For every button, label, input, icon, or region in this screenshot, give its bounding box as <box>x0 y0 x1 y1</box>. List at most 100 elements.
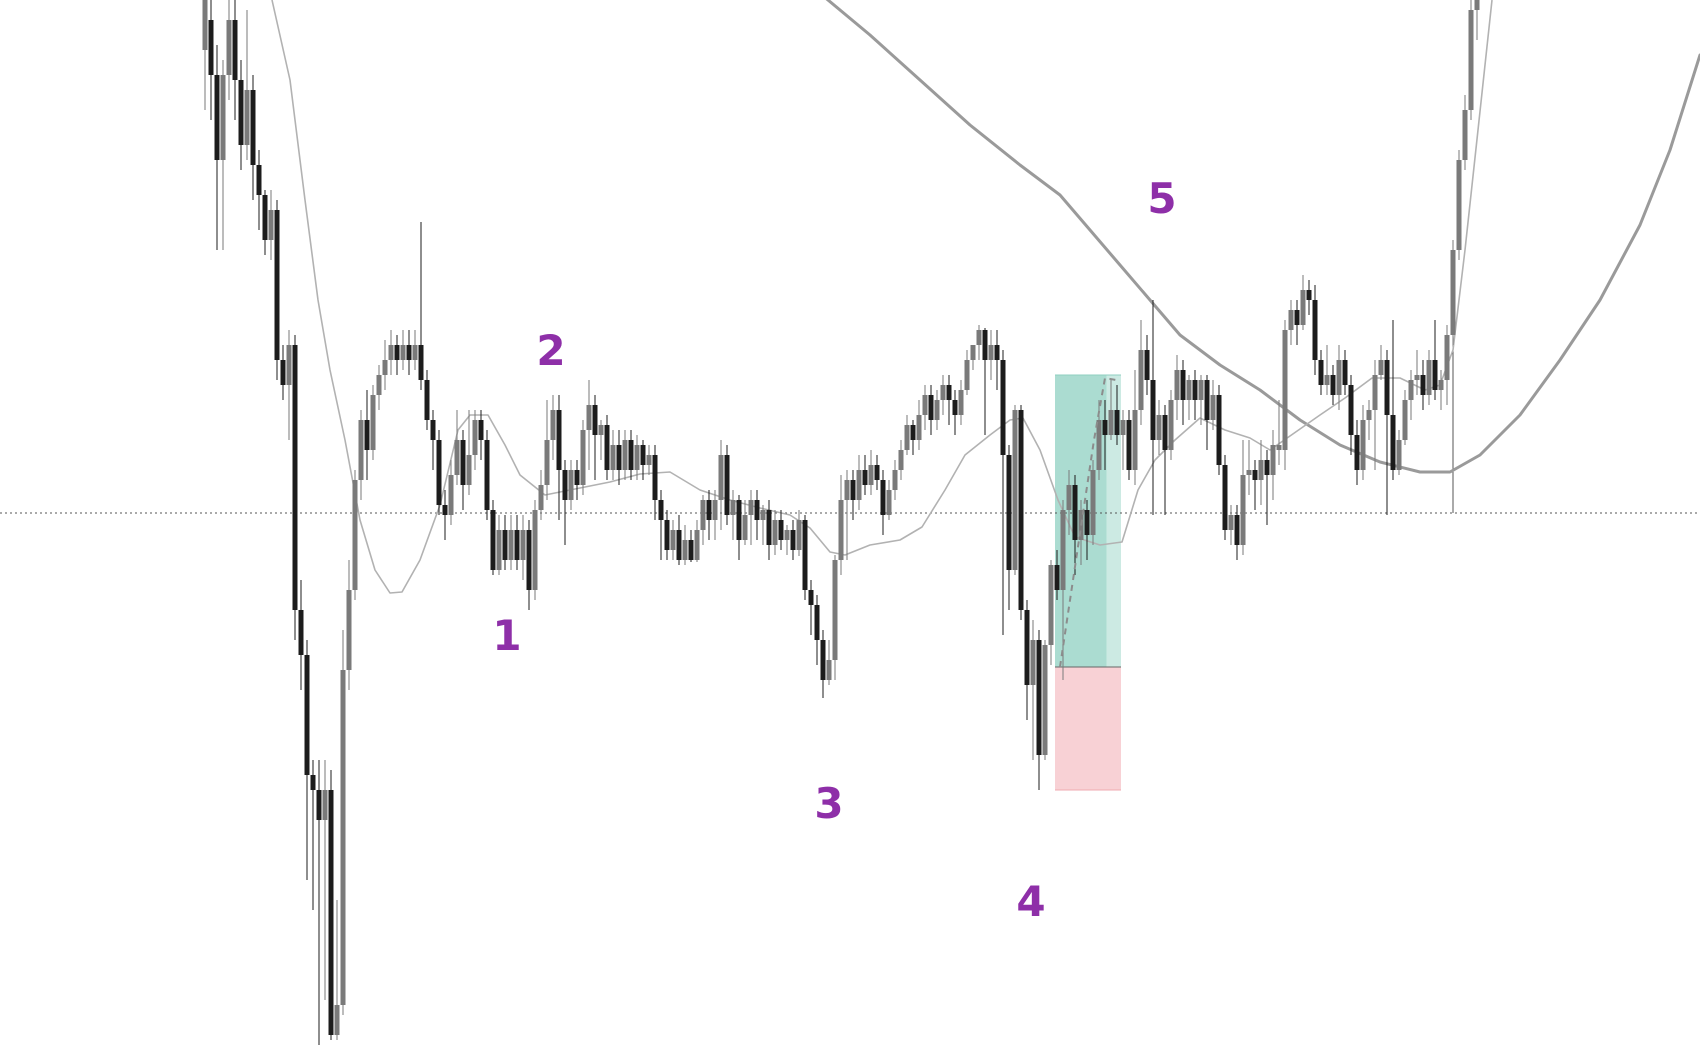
candle-body <box>616 445 622 470</box>
candle <box>316 760 322 1045</box>
candle <box>214 45 220 250</box>
candle <box>556 395 562 520</box>
candle-body <box>250 90 256 165</box>
candle <box>1126 410 1132 480</box>
candle <box>928 385 934 435</box>
candle-body <box>1150 380 1156 440</box>
candle-body <box>946 385 952 400</box>
candle <box>1408 370 1414 420</box>
candle-body <box>1114 410 1120 435</box>
candle <box>358 410 364 500</box>
candle-body <box>256 165 262 195</box>
candle-body <box>808 590 814 605</box>
candle <box>970 345 976 370</box>
candle <box>676 515 682 565</box>
candle <box>1444 325 1450 405</box>
candle <box>1390 320 1396 480</box>
candle <box>514 515 520 570</box>
candle-body <box>1294 310 1300 325</box>
stop-zone[interactable] <box>1055 667 1121 790</box>
candle <box>694 520 700 562</box>
candle <box>1180 360 1186 425</box>
candle <box>820 630 826 698</box>
candle-body <box>1222 465 1228 530</box>
candle <box>742 500 748 545</box>
candle <box>1138 320 1144 425</box>
candle <box>1168 390 1174 460</box>
candle-body <box>274 210 280 360</box>
candle-body <box>1054 565 1060 590</box>
candle-body <box>514 530 520 560</box>
candle <box>1066 470 1072 535</box>
candle-body <box>532 510 538 590</box>
candle-body <box>604 425 610 470</box>
candle <box>1276 400 1282 465</box>
candle-body <box>814 605 820 640</box>
candle <box>1372 360 1378 470</box>
candle <box>1186 375 1192 420</box>
moving-average-fast <box>271 0 1493 594</box>
candle-body <box>1204 380 1210 420</box>
candle-body <box>1006 455 1012 570</box>
candle <box>604 415 610 480</box>
candle-body <box>286 345 292 385</box>
candle <box>1120 410 1126 470</box>
candle <box>478 410 484 460</box>
candle <box>268 190 274 260</box>
candle <box>262 190 268 255</box>
candle <box>700 495 706 545</box>
candle <box>1300 275 1306 330</box>
candle-body <box>1366 410 1372 420</box>
candle <box>424 370 430 430</box>
candle <box>586 380 592 470</box>
candle <box>862 455 868 495</box>
candle-body <box>322 790 328 820</box>
candle-body <box>1318 360 1324 385</box>
candle-body <box>802 520 808 590</box>
candle <box>622 430 628 480</box>
candle <box>1252 460 1258 510</box>
candle <box>946 375 952 425</box>
candle <box>1288 300 1294 345</box>
candle <box>574 460 580 500</box>
candle-body <box>376 375 382 395</box>
candle <box>868 450 874 495</box>
reference-line-layer <box>0 345 1700 514</box>
candle <box>244 10 250 160</box>
candle <box>1150 300 1156 515</box>
candle-body <box>364 420 370 450</box>
candle-body <box>1390 415 1396 470</box>
candle-body <box>1450 250 1456 335</box>
candle-body <box>1288 310 1294 330</box>
candle-body <box>1408 380 1414 400</box>
candle-body <box>400 345 406 360</box>
candle <box>904 415 910 455</box>
candle <box>1246 440 1252 495</box>
candle <box>934 390 940 430</box>
candle <box>958 380 964 425</box>
candle <box>1462 95 1468 170</box>
candle-body <box>700 500 706 530</box>
candle-body <box>1438 380 1444 390</box>
candle-body <box>1384 360 1390 415</box>
candle <box>598 420 604 460</box>
candle <box>1174 355 1180 420</box>
wave-label-2: 2 <box>536 326 565 375</box>
candle <box>1258 440 1264 505</box>
candle <box>790 520 796 560</box>
candle <box>1156 400 1162 455</box>
candle <box>1006 445 1012 610</box>
candle <box>886 480 892 520</box>
candle <box>802 515 808 600</box>
candle-body <box>1096 420 1102 470</box>
candle-body <box>652 455 658 500</box>
candle <box>1234 505 1240 560</box>
candle <box>406 330 412 375</box>
candle-body <box>1456 160 1462 250</box>
candle-body <box>1402 400 1408 440</box>
candle <box>856 455 862 510</box>
candle <box>760 505 766 545</box>
candle <box>850 470 856 520</box>
candle-body <box>484 440 490 510</box>
candle <box>322 760 328 1000</box>
